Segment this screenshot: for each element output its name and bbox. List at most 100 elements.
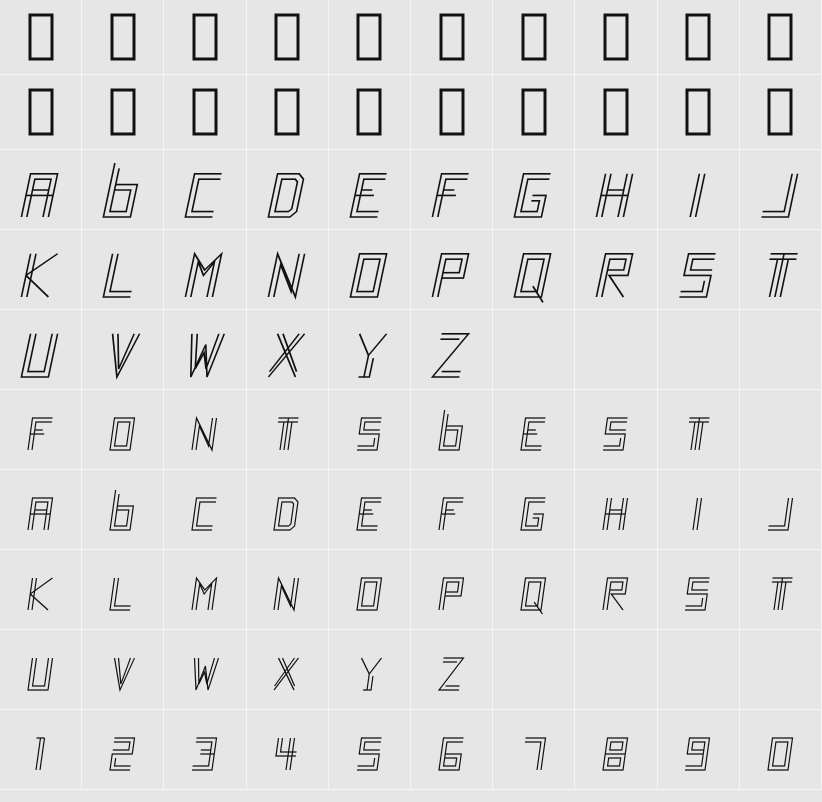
glyph-cell-R [575,550,657,630]
glyph-cell-S [658,230,740,310]
glyph-cell-B [82,470,164,550]
glyph-cell-E [329,150,411,230]
glyph-cell-M [164,550,246,630]
glyph-cell-U [0,310,82,390]
glyph-cell-T [247,390,329,470]
glyph-cell-L [82,230,164,310]
glyph-cell-1 [0,710,82,790]
glyph-cell-empty [493,310,575,390]
glyph-cell-G [493,150,575,230]
glyph-cell-Y [329,310,411,390]
glyph-cell-D [247,470,329,550]
glyph-cell-notdef [493,75,575,150]
glyph-cell-notdef [82,0,164,75]
glyph-cell-2 [82,710,164,790]
glyph-cell-H [575,470,657,550]
character-map-grid [0,0,822,790]
glyph-cell-Q [493,230,575,310]
glyph-cell-notdef [658,0,740,75]
glyph-cell-S [329,390,411,470]
glyph-cell-notdef [658,75,740,150]
glyph-cell-8 [575,710,657,790]
glyph-cell-C [164,470,246,550]
glyph-cell-notdef [0,0,82,75]
glyph-cell-V [82,310,164,390]
glyph-cell-O [82,390,164,470]
glyph-cell-Q [493,550,575,630]
glyph-cell-Y [329,630,411,710]
glyph-cell-notdef [411,75,493,150]
glyph-cell-F [411,150,493,230]
glyph-cell-J [740,470,822,550]
glyph-cell-E [329,470,411,550]
glyph-cell-W [164,310,246,390]
glyph-cell-empty [658,630,740,710]
glyph-cell-M [164,230,246,310]
glyph-cell-empty [575,310,657,390]
glyph-cell-D [247,150,329,230]
glyph-cell-empty [740,310,822,390]
glyph-cell-V [82,630,164,710]
glyph-cell-E [493,390,575,470]
glyph-cell-A [0,150,82,230]
glyph-cell-W [164,630,246,710]
glyph-cell-empty [740,390,822,470]
glyph-cell-J [740,150,822,230]
glyph-cell-6 [411,710,493,790]
glyph-cell-0 [740,710,822,790]
glyph-cell-notdef [740,0,822,75]
glyph-cell-O [329,550,411,630]
glyph-cell-S [575,390,657,470]
glyph-cell-notdef [411,0,493,75]
glyph-cell-T [740,550,822,630]
glyph-cell-notdef [247,0,329,75]
glyph-cell-empty [575,630,657,710]
glyph-cell-U [0,630,82,710]
glyph-cell-T [740,230,822,310]
glyph-cell-N [247,230,329,310]
glyph-cell-X [247,630,329,710]
glyph-cell-notdef [575,75,657,150]
glyph-cell-R [575,230,657,310]
glyph-cell-notdef [329,0,411,75]
glyph-cell-notdef [82,75,164,150]
glyph-cell-C [164,150,246,230]
glyph-cell-P [411,550,493,630]
glyph-cell-notdef [164,0,246,75]
glyph-cell-7 [493,710,575,790]
glyph-cell-L [82,550,164,630]
glyph-cell-notdef [740,75,822,150]
glyph-cell-empty [740,630,822,710]
glyph-cell-I [658,150,740,230]
glyph-cell-notdef [329,75,411,150]
glyph-cell-B [82,150,164,230]
glyph-cell-9 [658,710,740,790]
glyph-cell-N [247,550,329,630]
glyph-cell-K [0,550,82,630]
glyph-cell-S [658,550,740,630]
glyph-cell-notdef [575,0,657,75]
glyph-cell-notdef [247,75,329,150]
glyph-cell-notdef [164,75,246,150]
glyph-cell-4 [247,710,329,790]
glyph-cell-O [329,230,411,310]
glyph-cell-F [0,390,82,470]
glyph-cell-X [247,310,329,390]
glyph-cell-3 [164,710,246,790]
glyph-cell-5 [329,710,411,790]
glyph-cell-N [164,390,246,470]
glyph-cell-A [0,470,82,550]
glyph-cell-Z [411,310,493,390]
glyph-cell-notdef [493,0,575,75]
glyph-cell-empty [658,310,740,390]
glyph-cell-B [411,390,493,470]
glyph-cell-notdef [0,75,82,150]
glyph-cell-K [0,230,82,310]
glyph-cell-Z [411,630,493,710]
glyph-cell-P [411,230,493,310]
glyph-cell-I [658,470,740,550]
glyph-cell-empty [493,630,575,710]
glyph-cell-G [493,470,575,550]
glyph-cell-T [658,390,740,470]
glyph-cell-H [575,150,657,230]
